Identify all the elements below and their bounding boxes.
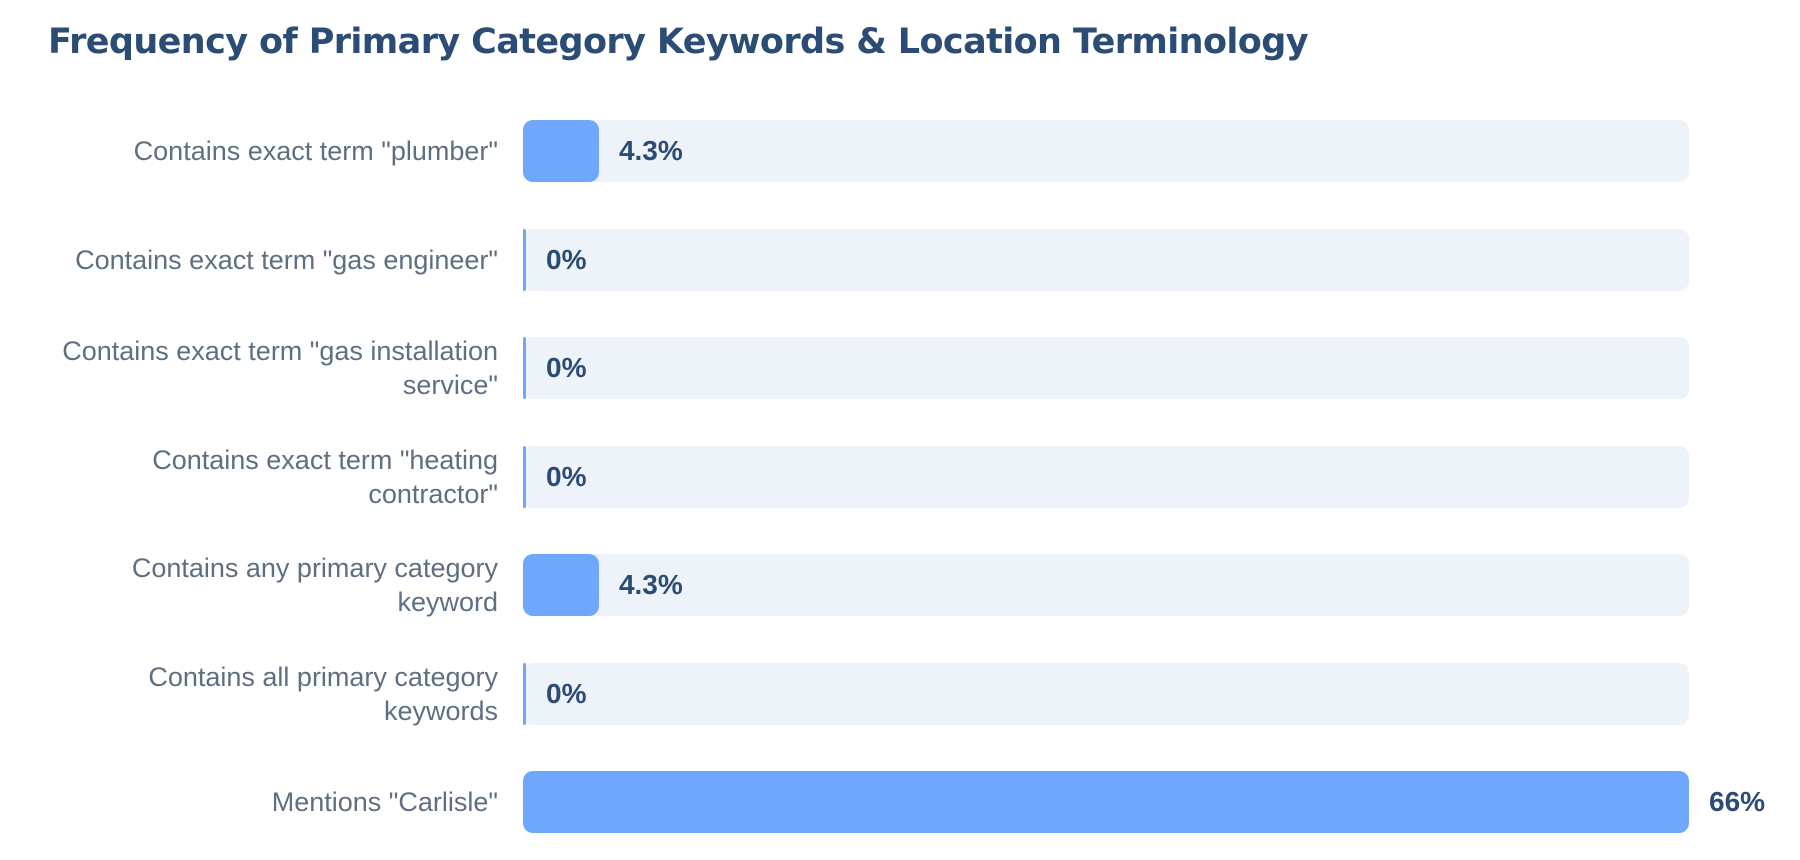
bar-track xyxy=(523,120,1689,182)
bar-track xyxy=(523,554,1689,616)
chart-title: Frequency of Primary Category Keywords &… xyxy=(48,22,1309,62)
value-label: 0% xyxy=(546,461,587,492)
value-label: 0% xyxy=(546,352,587,383)
category-label: Mentions "Carlisle" xyxy=(271,787,498,817)
value-label: 0% xyxy=(546,678,587,709)
value-label: 0% xyxy=(546,244,587,275)
category-label: Contains all primary category keywords xyxy=(148,662,498,726)
bar-row: Contains exact term "gas installation se… xyxy=(0,336,1800,400)
bar xyxy=(523,229,526,291)
bar-track xyxy=(523,337,1689,399)
bar-row: Contains exact term "plumber" 4.3% xyxy=(0,120,1800,182)
bar-row: Contains exact term "gas engineer" 0% xyxy=(0,229,1800,291)
bar-track xyxy=(523,229,1689,291)
bar-track xyxy=(523,446,1689,508)
bar xyxy=(523,554,599,616)
bar xyxy=(523,663,526,725)
bar-track xyxy=(523,663,1689,725)
category-label: Contains exact term "plumber" xyxy=(133,136,498,166)
bar xyxy=(523,446,526,508)
bar xyxy=(523,771,1689,833)
bar-row: Contains any primary category keyword 4.3… xyxy=(0,553,1800,617)
value-label: 66% xyxy=(1709,786,1766,817)
category-label: Contains exact term "gas installation se… xyxy=(62,336,498,400)
bar xyxy=(523,120,599,182)
category-label: Contains any primary category keyword xyxy=(131,553,498,617)
bar-row: Mentions "Carlisle" 66% xyxy=(0,771,1800,833)
value-label: 4.3% xyxy=(618,569,683,600)
bar-row: Contains all primary category keywords 0% xyxy=(0,662,1800,726)
bar-row: Contains exact term "heating contractor"… xyxy=(0,445,1800,509)
value-label: 4.3% xyxy=(618,135,683,166)
bar xyxy=(523,337,526,399)
category-label: Contains exact term "heating contractor" xyxy=(152,445,498,509)
category-label: Contains exact term "gas engineer" xyxy=(75,245,498,275)
